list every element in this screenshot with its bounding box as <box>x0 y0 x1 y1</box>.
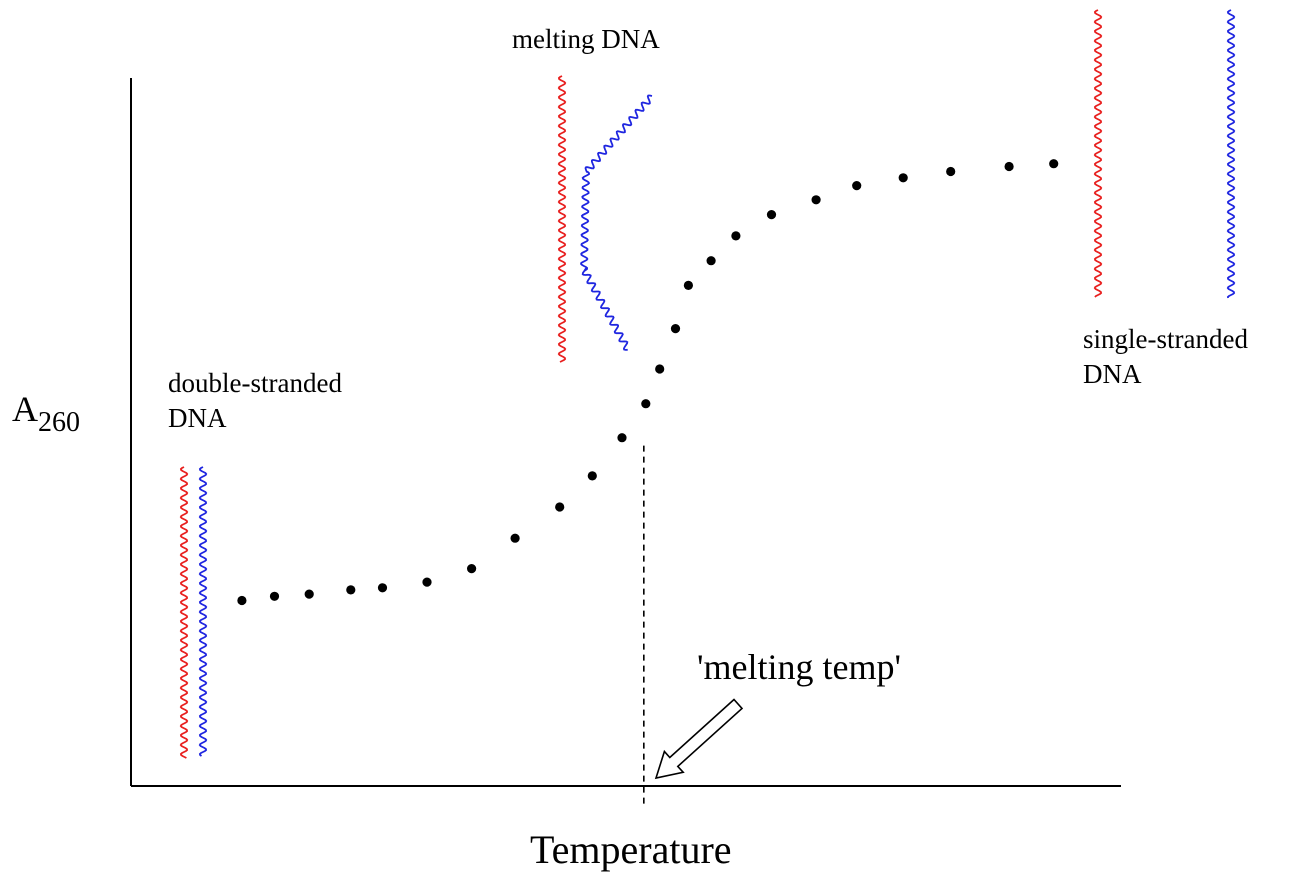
data-point-19 <box>811 195 821 205</box>
single-stranded-red-strand <box>1093 9 1103 298</box>
data-point-14 <box>670 324 681 334</box>
data-point-5 <box>377 583 388 593</box>
double-stranded-dna-label: double-stranded DNA <box>168 366 342 436</box>
single-stranded-dna-label: single-stranded DNA <box>1083 322 1248 392</box>
data-point-17 <box>731 231 741 241</box>
dna-strands <box>179 9 1236 759</box>
data-point-24 <box>1049 159 1059 169</box>
double-stranded-blue-strand <box>198 466 208 757</box>
data-point-9 <box>555 502 565 512</box>
data-point-18 <box>766 210 777 220</box>
double-stranded-red-strand <box>179 466 189 759</box>
melting-dna-label: melting DNA <box>512 24 660 54</box>
double-stranded-line-1: double-stranded <box>168 368 342 398</box>
data-point-11 <box>617 433 627 443</box>
data-point-7 <box>467 564 477 574</box>
single-stranded-line-1: single-stranded <box>1083 324 1248 354</box>
data-point-2 <box>269 591 280 601</box>
single-stranded-blue-strand <box>1226 9 1236 299</box>
melting-temp-label: 'melting temp' <box>697 647 901 687</box>
melting-temp-arrow <box>654 698 744 780</box>
data-point-13 <box>655 364 665 374</box>
data-point-20 <box>852 181 862 191</box>
y-axis-label-base: A <box>12 389 38 429</box>
melting-blue-strand <box>579 94 653 351</box>
data-point-8 <box>510 533 520 543</box>
x-axis-label: Temperature <box>530 827 732 872</box>
data-point-21 <box>898 173 908 183</box>
data-point-22 <box>946 166 956 177</box>
axes <box>130 78 1121 787</box>
melting-red-strand <box>557 75 567 363</box>
y-axis-label: A260 <box>12 388 80 439</box>
double-stranded-line-2: DNA <box>168 403 227 433</box>
data-point-6 <box>422 577 432 587</box>
data-point-1 <box>237 595 247 606</box>
data-point-23 <box>1004 161 1014 172</box>
y-axis-label-subscript: 260 <box>38 406 80 438</box>
single-stranded-line-2: DNA <box>1083 359 1142 389</box>
data-point-15 <box>683 280 694 290</box>
data-point-4 <box>346 585 356 595</box>
data-point-10 <box>587 471 597 481</box>
data-point-3 <box>304 589 314 599</box>
data-point-12 <box>641 399 651 409</box>
data-points <box>237 159 1059 606</box>
data-point-16 <box>706 256 716 266</box>
